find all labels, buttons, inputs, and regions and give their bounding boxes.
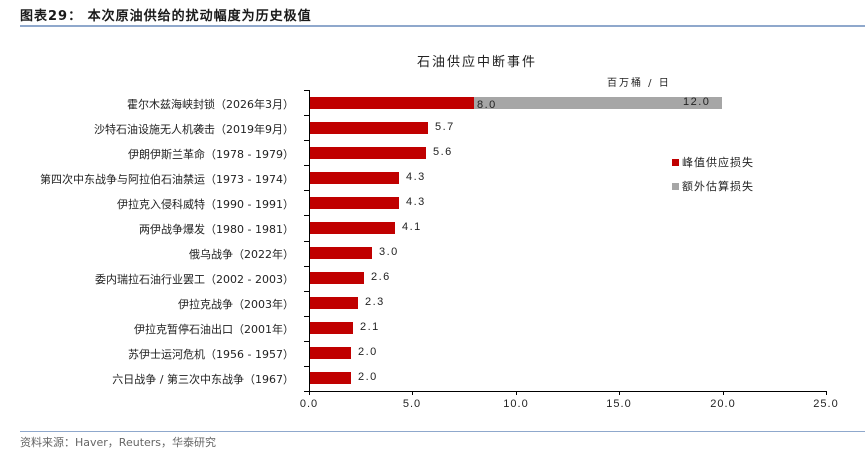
category-label: 霍尔木兹海峡封锁（2026年3月） [127, 98, 294, 111]
value-label-peak: 2.3 [365, 296, 385, 308]
value-label-peak: 5.6 [433, 146, 453, 158]
y-tick [304, 266, 309, 267]
y-tick [304, 391, 309, 392]
x-tick [723, 391, 724, 395]
x-tick-label: 20.0 [710, 398, 736, 410]
bar-extra-loss [474, 97, 722, 109]
category-label: 伊朗伊斯兰革命（1978 - 1979） [128, 148, 294, 161]
legend-label-extra: 额外估算损失 [682, 180, 754, 193]
value-label-peak: 2.0 [358, 371, 378, 383]
y-tick [304, 366, 309, 367]
legend-item-extra: 额外估算损失 [672, 178, 754, 194]
y-tick [304, 241, 309, 242]
category-label: 伊拉克入侵科威特（1990 - 1991） [117, 198, 294, 211]
bar-peak-loss [310, 297, 358, 309]
category-label: 第四次中东战争与阿拉伯石油禁运（1973 - 1974） [40, 173, 294, 186]
value-label-peak: 2.0 [358, 346, 378, 358]
value-label-peak: 3.0 [379, 246, 399, 258]
category-label: 两伊战争爆发（1980 - 1981） [139, 223, 294, 236]
y-tick [304, 215, 309, 216]
value-label-peak: 4.3 [406, 196, 426, 208]
category-label: 沙特石油设施无人机袭击（2019年9月） [94, 123, 294, 136]
y-tick [304, 140, 309, 141]
y-axis [309, 90, 310, 391]
value-label-extra: 12.0 [683, 96, 711, 108]
legend-label-peak: 峰值供应损失 [682, 156, 754, 169]
unit-label: 百万桶 / 日 [607, 78, 671, 89]
figure-title: 图表29： 本次原油供给的扰动幅度为历史极值 [20, 9, 312, 24]
x-tick [412, 391, 413, 395]
x-tick-label: 25.0 [813, 398, 839, 410]
header-divider [20, 25, 865, 27]
x-tick-label: 0.0 [299, 398, 319, 410]
bar-peak-loss [310, 272, 364, 284]
value-label-peak: 5.7 [435, 121, 455, 133]
legend-swatch-peak [672, 158, 679, 166]
bar-peak-loss [310, 122, 428, 134]
value-label-peak: 4.3 [406, 171, 426, 183]
y-tick [304, 341, 309, 342]
category-label: 六日战争 / 第三次中东战争（1967） [112, 373, 294, 386]
footer-divider [20, 431, 865, 432]
bar-peak-loss [310, 347, 351, 359]
bar-peak-loss [310, 372, 351, 384]
value-label-peak: 4.1 [402, 221, 422, 233]
category-label: 伊拉克战争（2003年） [178, 298, 294, 311]
bar-peak-loss [310, 172, 399, 184]
y-tick [304, 291, 309, 292]
x-tick [826, 391, 827, 395]
category-label: 俄乌战争（2022年） [189, 248, 294, 261]
y-tick [304, 316, 309, 317]
x-tick [516, 391, 517, 395]
bar-peak-loss [310, 97, 475, 109]
bar-peak-loss [310, 222, 395, 234]
value-label-peak: 2.6 [371, 271, 391, 283]
y-tick [304, 115, 309, 116]
bar-peak-loss [310, 147, 426, 159]
bar-peak-loss [310, 247, 372, 259]
x-tick [619, 391, 620, 395]
x-tick-label: 15.0 [606, 398, 632, 410]
x-tick-label: 10.0 [503, 398, 529, 410]
chart-title: 石油供应中断事件 [417, 55, 538, 70]
category-label: 伊拉克暂停石油出口（2001年） [134, 323, 294, 336]
x-axis [309, 391, 826, 392]
category-label: 委内瑞拉石油行业罢工（2002 - 2003） [95, 273, 294, 286]
y-tick [304, 190, 309, 191]
value-label-peak: 8.0 [477, 99, 497, 111]
bar-peak-loss [310, 197, 399, 209]
bar-peak-loss [310, 322, 353, 334]
x-tick-label: 5.0 [402, 398, 422, 410]
value-label-peak: 2.1 [360, 321, 380, 333]
category-label: 苏伊士运河危机（1956 - 1957） [128, 348, 294, 361]
source-note: 资料来源：Haver，Reuters，华泰研究 [20, 436, 217, 449]
legend-swatch-extra [672, 182, 679, 190]
y-tick [304, 165, 309, 166]
legend-item-peak: 峰值供应损失 [672, 154, 754, 170]
x-tick [309, 391, 310, 395]
y-tick [304, 90, 309, 91]
